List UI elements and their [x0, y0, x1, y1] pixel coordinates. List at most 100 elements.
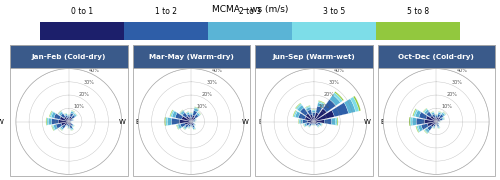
Bar	[58, 111, 62, 115]
Bar	[193, 122, 194, 123]
Bar	[416, 118, 424, 125]
Bar	[198, 112, 201, 115]
Bar	[71, 129, 74, 131]
Bar	[432, 114, 435, 118]
Bar	[332, 103, 348, 117]
Bar	[438, 124, 440, 125]
Bar	[295, 111, 300, 118]
Bar	[190, 114, 192, 115]
Bar	[436, 123, 437, 125]
Bar	[64, 114, 68, 116]
Bar	[58, 111, 61, 114]
Bar	[190, 124, 192, 126]
Bar	[442, 112, 446, 115]
Bar	[74, 113, 78, 116]
Bar	[438, 123, 439, 124]
Bar	[306, 123, 310, 126]
Bar	[192, 125, 195, 128]
Bar	[298, 119, 299, 124]
Bar	[436, 125, 437, 126]
Bar	[309, 123, 312, 126]
Bar	[50, 111, 54, 117]
Bar	[299, 119, 300, 124]
Bar	[295, 103, 301, 109]
Bar	[180, 111, 185, 115]
Bar	[60, 127, 64, 130]
Bar	[314, 122, 315, 123]
Bar	[317, 125, 319, 127]
Bar	[312, 125, 313, 126]
Bar	[60, 117, 69, 122]
Bar	[191, 121, 193, 122]
Bar	[312, 110, 316, 111]
Bar	[188, 127, 190, 129]
Bar	[178, 124, 182, 129]
Bar	[436, 121, 438, 122]
Bar	[170, 110, 174, 117]
Bar	[172, 118, 179, 125]
Bar	[434, 124, 436, 127]
Bar	[296, 103, 302, 110]
Bar	[177, 125, 180, 129]
Bar	[190, 122, 191, 125]
Bar	[434, 117, 436, 122]
Bar	[71, 110, 75, 112]
Bar	[69, 122, 71, 124]
Bar	[438, 124, 440, 125]
Bar	[313, 125, 314, 126]
Bar	[314, 124, 316, 125]
Bar	[166, 117, 168, 126]
Bar	[304, 117, 314, 122]
Bar	[64, 122, 69, 126]
Bar	[69, 121, 70, 122]
Bar	[318, 126, 320, 128]
Bar	[168, 118, 172, 125]
Bar	[186, 116, 191, 122]
Bar	[194, 114, 198, 118]
Bar	[184, 126, 186, 129]
Bar	[64, 113, 67, 115]
Bar	[436, 117, 440, 122]
Bar	[191, 115, 195, 122]
Bar	[68, 115, 70, 116]
Bar	[176, 125, 178, 130]
Bar	[60, 127, 63, 130]
Bar	[66, 126, 68, 127]
Bar	[191, 117, 196, 122]
Text: Oct-Dec (Cold-dry): Oct-Dec (Cold-dry)	[398, 54, 474, 60]
Bar	[70, 122, 71, 123]
Bar	[434, 122, 436, 125]
Bar	[300, 119, 302, 124]
Bar	[318, 103, 324, 108]
Bar	[189, 117, 191, 122]
Text: Jan-Feb (Cold-dry): Jan-Feb (Cold-dry)	[32, 54, 106, 60]
Bar	[436, 119, 440, 122]
Bar	[438, 128, 440, 129]
Bar	[69, 120, 71, 122]
Bar	[194, 125, 196, 126]
Bar	[180, 110, 183, 113]
Bar	[314, 125, 316, 126]
Bar	[58, 120, 69, 123]
Bar	[418, 125, 423, 131]
Bar	[324, 119, 332, 124]
Bar	[66, 126, 68, 127]
Bar	[424, 130, 428, 134]
Bar	[54, 124, 58, 130]
Bar	[308, 126, 310, 128]
Bar	[186, 112, 190, 115]
Bar	[316, 106, 322, 114]
Bar	[192, 111, 197, 116]
Bar	[64, 113, 67, 114]
Text: MCMA – ws (m/s): MCMA – ws (m/s)	[212, 5, 288, 14]
Bar	[442, 117, 444, 120]
Bar	[421, 124, 428, 130]
Bar	[309, 122, 314, 124]
Bar	[318, 101, 325, 105]
Bar	[74, 113, 77, 116]
Bar	[68, 128, 70, 129]
Bar	[66, 118, 69, 122]
Bar	[409, 117, 410, 126]
Bar	[436, 118, 437, 122]
Bar	[69, 118, 72, 122]
